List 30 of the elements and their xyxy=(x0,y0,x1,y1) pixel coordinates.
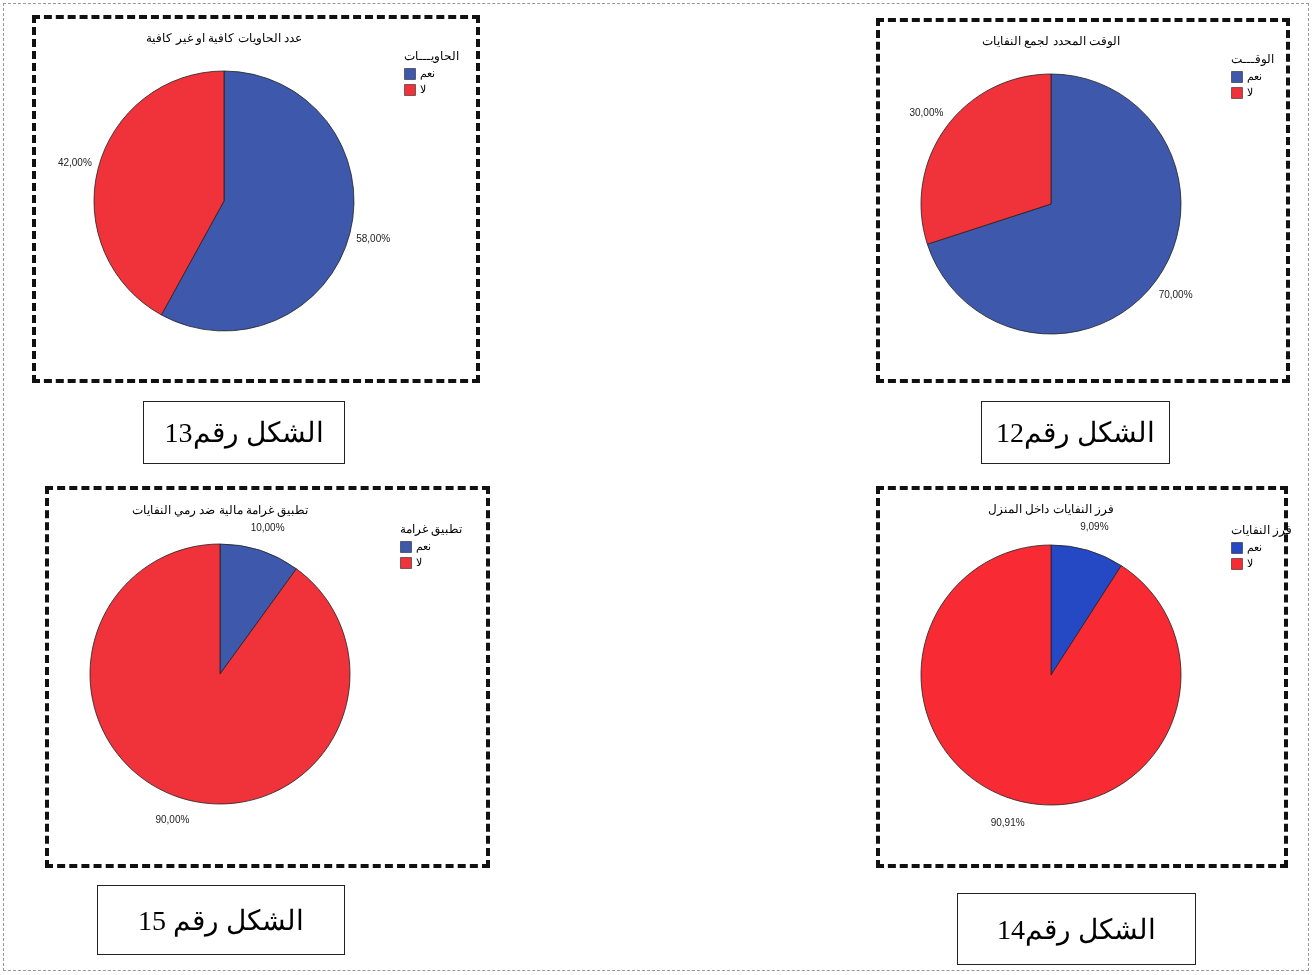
text: الشكل رقم13 xyxy=(143,401,345,464)
data-label: 10,00% xyxy=(250,521,285,533)
data-label: 70,00% xyxy=(1158,288,1193,300)
data-label: 42,00% xyxy=(57,156,92,168)
data-label: 90,91% xyxy=(990,816,1025,828)
legend-label: نعم xyxy=(1247,70,1262,83)
chart-title: تطبيق غرامة مالية ضد رمي النفايات xyxy=(131,502,309,517)
legend-label: لا xyxy=(420,83,426,95)
legend-label: لا xyxy=(1247,86,1253,98)
data-label: 58,00% xyxy=(356,233,391,245)
legend-label: نعم xyxy=(420,67,435,80)
data-label: 90,00% xyxy=(155,814,190,826)
text: الشكل رقم 15 xyxy=(97,885,345,955)
legend-title: الحاويـــات xyxy=(404,49,459,63)
text: الشكل رقم14 xyxy=(957,893,1196,965)
legend-title: الوقـــت xyxy=(1231,52,1274,66)
legend-label: نعم xyxy=(416,540,431,553)
chart-title: الوقت المحدد لجمع النفايات xyxy=(981,34,1121,48)
data-label: 9,09% xyxy=(1080,521,1109,533)
data-label: 30,00% xyxy=(909,107,944,119)
legend-label: لا xyxy=(416,556,422,568)
legend-label: نعم xyxy=(1247,541,1262,554)
pie-slice xyxy=(89,543,351,805)
text: الشكل رقم12 xyxy=(981,401,1170,464)
legend-title: فرز النفايات xyxy=(1231,523,1293,537)
chart-title: عدد الحاويات كافية او غير كافية xyxy=(146,31,302,45)
pie-slice xyxy=(920,544,1182,806)
legend-label: لا xyxy=(1247,557,1253,569)
chart-title: فرز النفايات داخل المنزل xyxy=(987,502,1115,517)
legend-title: تطبيق غرامة xyxy=(400,522,463,536)
